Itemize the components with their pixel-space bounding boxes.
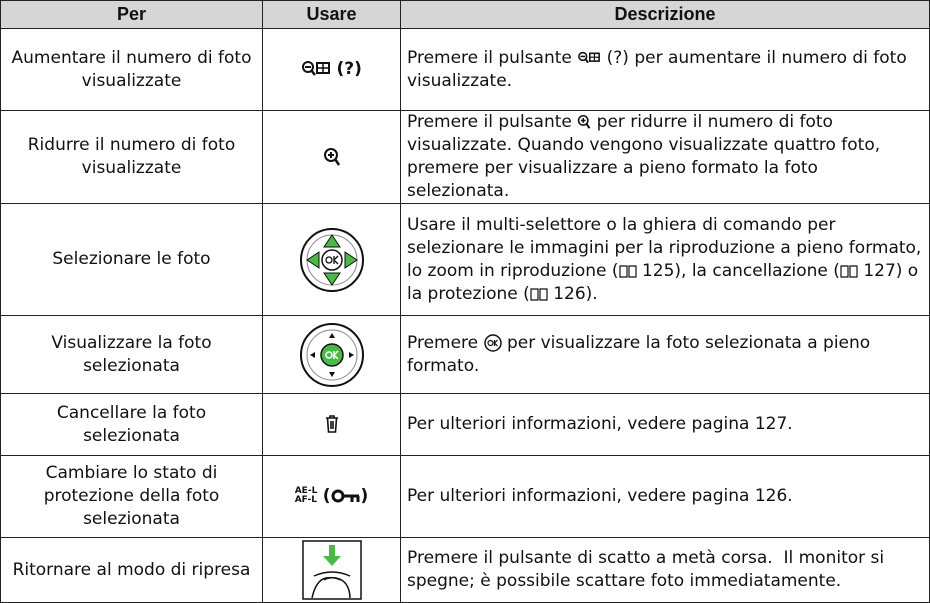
row: Cancellare la foto selezionata Per ulter… <box>0 393 930 456</box>
usare-cell <box>262 203 401 316</box>
text: Premere il pulsante <box>407 47 572 68</box>
description-cell: Per ulteriori informazioni, vedere pagin… <box>400 455 930 538</box>
text: per ridurre il numero di foto visualizza… <box>407 112 886 201</box>
book-icon <box>618 264 637 278</box>
zoom-out-icon <box>302 61 331 76</box>
description-cell: Per ulteriori informazioni, vedere pagin… <box>400 393 930 456</box>
per-cell: Selezionare le foto <box>0 203 263 316</box>
description-cell: Premere per visualizzare la foto selezio… <box>400 315 930 394</box>
row: Aumentare il numero di foto visualizzate… <box>0 28 930 111</box>
header-row: Per Usare Descrizione <box>0 0 930 29</box>
zoom-in-icon <box>323 147 340 166</box>
ok-icon <box>483 333 502 352</box>
per-cell: Ritornare al modo di ripresa <box>0 537 263 603</box>
row: Ridurre il numero di foto visualizzate P… <box>0 110 930 204</box>
text: Premere <box>407 332 479 353</box>
text: Premere il pulsante <box>407 112 572 132</box>
description-cell: Premere il pulsante (?) per aumentare il… <box>400 28 930 111</box>
text: Usare il multi-selettore o la ghiera di … <box>407 214 927 281</box>
zoom-in-icon <box>578 115 591 129</box>
trash-icon <box>325 415 338 433</box>
usare-cell <box>262 537 401 603</box>
per-cell: Aumentare il numero di foto visualizzate <box>0 28 263 111</box>
usare-cell <box>262 315 401 394</box>
per-cell: Visualizzare la foto selezionata <box>0 315 263 394</box>
usare-cell: (?) <box>262 28 401 111</box>
usare-text: (?) <box>336 59 362 79</box>
zoom-out-icon <box>578 51 601 63</box>
row: Selezionare le foto Usare il multi-selet… <box>0 203 930 316</box>
icon-label: AF-L <box>294 495 318 505</box>
header-cell: Usare <box>262 0 401 29</box>
per-cell: Cancellare la foto selezionata <box>0 393 263 456</box>
text: 125), la cancellazione ( <box>641 260 840 281</box>
book-icon <box>530 287 548 301</box>
usare-text: ) <box>360 486 369 506</box>
row: Ritornare al modo di ripresa Premere il … <box>0 537 930 603</box>
usare-cell <box>262 110 401 204</box>
description-cell: Usare il multi-selettore o la ghiera di … <box>400 203 930 316</box>
header-cell: Per <box>0 0 263 29</box>
row: Visualizzare la foto selezionata Premere… <box>0 315 930 394</box>
header-cell: Descrizione <box>400 0 930 29</box>
text: Per ulteriori informazioni, vedere pagin… <box>407 486 793 506</box>
per-cell: Ridurre il numero di foto visualizzate <box>0 110 263 204</box>
text: (?) per aumentare il numero di foto visu… <box>407 47 913 91</box>
text: 127) o la protezione ( <box>407 260 924 304</box>
shutter-button-icon <box>301 540 362 600</box>
key-icon <box>331 489 359 503</box>
ok-button-icon <box>299 322 364 387</box>
text: Per ulteriori informazioni, vedere pagin… <box>407 414 793 434</box>
usare-cell <box>262 393 401 456</box>
description-cell: Premere il pulsante per ridurre il numer… <box>400 110 930 204</box>
ae-af-lock-icon: AE-L AF-L <box>295 487 318 505</box>
usare-cell: AE-L AF-L () <box>262 455 401 538</box>
per-cell: Cambiare lo stato di protezione della fo… <box>0 455 263 538</box>
multi-selector-icon <box>299 227 364 292</box>
text: Premere il pulsante di scatto a metà cor… <box>407 548 890 591</box>
usare-text: ( <box>322 486 331 506</box>
icon-label: AE-L <box>294 486 318 496</box>
description-cell: Premere il pulsante di scatto a metà cor… <box>400 537 930 603</box>
text: per visualizzare la foto selezionata a p… <box>407 332 876 376</box>
text: 126). <box>553 283 598 304</box>
row: Cambiare lo stato di protezione della fo… <box>0 455 930 538</box>
book-icon <box>840 264 858 278</box>
